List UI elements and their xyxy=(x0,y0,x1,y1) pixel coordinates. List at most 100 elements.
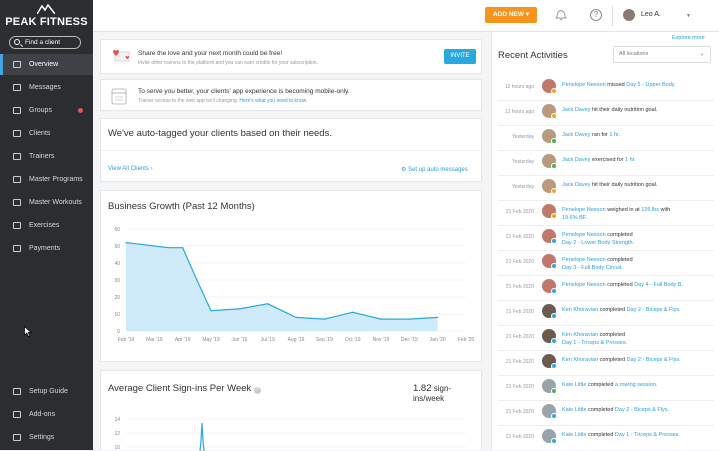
x-tick-label: Jun '19 xyxy=(231,337,247,343)
sidebar-item-clients[interactable]: Clients xyxy=(0,123,93,144)
sidebar-item-label: Master Workouts xyxy=(29,199,82,206)
activity-target-link[interactable]: Day 2 - Lower Body Strength. xyxy=(562,240,635,246)
sidebar-item-add-ons[interactable]: Add-ons xyxy=(0,404,93,425)
autotag-card: We've auto-tagged your clients based on … xyxy=(100,118,482,182)
activity-text: Jack Davey hit their daily nutrition goa… xyxy=(562,106,712,114)
payments-icon xyxy=(13,245,21,252)
search-input[interactable]: Find a client xyxy=(9,36,81,49)
sidebar-item-trainers[interactable]: Trainers xyxy=(0,146,93,167)
growth-point[interactable] xyxy=(295,316,297,318)
growth-point[interactable] xyxy=(210,310,212,312)
mobile-info-link[interactable]: Here's what you need to know. xyxy=(239,98,308,104)
invite-button[interactable]: INVITE xyxy=(444,49,476,64)
client-name-link[interactable]: Jack Davey xyxy=(562,182,591,188)
client-name-link[interactable]: Penelope Neeson xyxy=(562,282,606,288)
growth-point[interactable] xyxy=(408,318,410,320)
mobile-banner: To serve you better, your clients' app e… xyxy=(100,79,482,111)
sidebar-item-overview[interactable]: Overview xyxy=(0,54,93,75)
chevron-down-icon[interactable]: ▼ xyxy=(686,13,691,19)
activity-target-link[interactable]: Day 1 - Triceps & Presses. xyxy=(562,340,628,346)
client-name-link[interactable]: Jack Davey xyxy=(562,107,591,113)
info-icon[interactable]: ? xyxy=(253,387,261,394)
sidebar-item-settings[interactable]: Settings xyxy=(0,427,93,448)
activity-target-link[interactable]: Day 5 - Upper Body. xyxy=(626,82,676,88)
sidebar-item-payments[interactable]: Payments xyxy=(0,238,93,259)
client-name-link[interactable]: Penelope Neeson xyxy=(562,207,606,213)
sidebar-item-messages[interactable]: Messages xyxy=(0,77,93,98)
sidebar: PEAK FITNESS Find a client Overview Messa… xyxy=(0,0,93,450)
growth-point[interactable] xyxy=(224,309,226,311)
client-name-link[interactable]: Jack Davey xyxy=(562,157,591,163)
growth-point[interactable] xyxy=(182,247,184,249)
growth-point[interactable] xyxy=(252,305,255,307)
activity-time: 21 Feb 2020 xyxy=(505,234,534,240)
location-filter[interactable]: All locations ▼ xyxy=(613,46,711,63)
help-icon[interactable]: ? xyxy=(590,9,602,21)
explore-more-link[interactable]: Explore more xyxy=(672,35,705,41)
client-name-link[interactable]: Penelope Neeson xyxy=(562,257,606,263)
activity-target-link[interactable]: Day 2 - Biceps & Flys. xyxy=(626,357,681,363)
bell-icon[interactable] xyxy=(555,8,567,21)
growth-point[interactable] xyxy=(437,316,439,318)
sidebar-item-setup-guide[interactable]: Setup Guide xyxy=(0,381,93,402)
growth-point[interactable] xyxy=(422,317,425,319)
growth-point[interactable] xyxy=(267,303,269,305)
growth-point[interactable] xyxy=(281,310,283,312)
add-new-button[interactable]: ADD NEW ▾ xyxy=(485,7,537,23)
growth-point[interactable] xyxy=(366,315,368,317)
sidebar-item-master-programs[interactable]: Master Programs xyxy=(0,169,93,190)
activity-type-icon xyxy=(551,338,557,344)
client-name-link[interactable]: Penelope Neeson xyxy=(562,82,606,88)
view-all-clients-link[interactable]: View All Clients › xyxy=(108,166,153,172)
activity-target-link[interactable]: 1 hr. xyxy=(625,157,636,163)
activity-text: Kate Little completed Day 2 - Biceps & F… xyxy=(562,406,712,414)
gear-icon xyxy=(13,434,21,441)
sidebar-item-label: Add-ons xyxy=(29,411,56,418)
client-name-link[interactable]: Ken Khoravian xyxy=(562,357,599,363)
growth-point[interactable] xyxy=(309,317,311,319)
activity-target-link[interactable]: Day 2 - Biceps & Flys. xyxy=(626,307,681,313)
growth-point[interactable] xyxy=(125,242,127,244)
activity-target-link[interactable]: Day 4 - Full Body B. xyxy=(634,282,684,288)
growth-point[interactable] xyxy=(153,245,155,247)
growth-point[interactable] xyxy=(394,318,396,320)
business-growth-card: Business Growth (Past 12 Months) 0 10 20 30… xyxy=(100,190,482,362)
client-name-link[interactable]: Ken Khoravian xyxy=(562,332,599,338)
growth-point[interactable] xyxy=(196,279,198,281)
growth-point[interactable] xyxy=(323,318,325,320)
setup-auto-messages-link[interactable]: ⚙ Set up auto messages xyxy=(401,166,468,173)
divider xyxy=(498,125,714,126)
activity-target-link[interactable]: Day 3 - Full Body Circuit. xyxy=(562,265,623,271)
activity-target-link[interactable]: 126 lbs xyxy=(641,207,659,213)
avatar[interactable] xyxy=(623,9,635,21)
client-name-link[interactable]: Kate Little xyxy=(562,432,587,438)
divider xyxy=(612,6,613,26)
activity-target-link[interactable]: 19.6% BF. xyxy=(562,215,588,221)
activity-target-link[interactable]: 1 hr. xyxy=(609,132,621,138)
growth-point[interactable] xyxy=(352,311,354,313)
growth-point[interactable] xyxy=(139,243,141,245)
activity-type-icon xyxy=(551,388,557,394)
activity-target-link[interactable]: Day 1 - Triceps & Presses. xyxy=(614,432,681,438)
client-name-link[interactable]: Penelope Neeson xyxy=(562,232,606,238)
user-name[interactable]: Leo A. xyxy=(641,11,661,18)
activity-text: Jack Davey hit their daily nutrition goa… xyxy=(562,181,712,189)
sidebar-item-groups[interactable]: Groups xyxy=(0,100,93,121)
client-name-link[interactable]: Jack Davey xyxy=(562,132,591,138)
client-name-link[interactable]: Ken Khoravian xyxy=(562,307,599,313)
growth-point[interactable] xyxy=(337,315,340,317)
search-placeholder: Find a client xyxy=(25,39,61,46)
activity-target-link[interactable]: Day 2 - Biceps & Flys. xyxy=(614,407,670,413)
x-tick-label: Jul '19 xyxy=(261,337,276,343)
activity-target-link[interactable]: a rowing session. xyxy=(614,382,658,388)
client-name-link[interactable]: Kate Little xyxy=(562,407,587,413)
activity-time: 21 Feb 2020 xyxy=(505,209,534,215)
growth-point[interactable] xyxy=(167,247,170,249)
growth-point[interactable] xyxy=(238,308,240,310)
sidebar-item-exercises[interactable]: Exercises xyxy=(0,215,93,236)
growth-point[interactable] xyxy=(380,318,382,320)
client-name-link[interactable]: Kate Little xyxy=(562,382,587,388)
activity-action: ran for xyxy=(591,132,608,138)
sidebar-item-master-workouts[interactable]: Master Workouts xyxy=(0,192,93,213)
logo[interactable]: PEAK FITNESS xyxy=(0,0,93,32)
